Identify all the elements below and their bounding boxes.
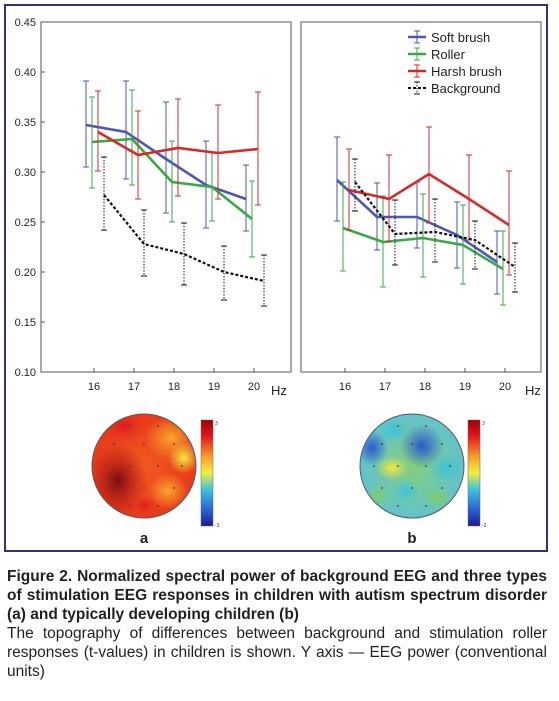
topomap-b-electrode-dots <box>373 425 451 507</box>
colorbar-b-top-label: 3 <box>482 421 485 427</box>
panel-b-x-axis: 16 17 18 19 20 <box>339 368 511 393</box>
panel-b-plot-area <box>300 21 542 373</box>
series-line <box>103 194 265 283</box>
panel-b-x-tick-label: 17 <box>379 381 391 393</box>
panel-a-x-axis: 16 17 18 19 20 <box>88 368 260 393</box>
legend-item: Background <box>408 81 500 96</box>
legend-label: Soft brush <box>431 30 490 45</box>
panel-a-y-axis: 0.45 0.40 0.35 0.30 0.25 0.20 0.15 0.10 <box>15 17 45 379</box>
panel-a-y-tick-label: 0.25 <box>15 217 36 229</box>
topomap-b <box>359 413 465 519</box>
topomap-b-label: b <box>407 530 416 547</box>
panel-b-series-soft-brush <box>334 136 500 295</box>
figure-frame: 0.45 0.40 0.35 0.30 0.25 0.20 0.15 0.10 16 17 18 1… <box>4 4 548 552</box>
colorbar-b <box>467 419 481 527</box>
legend-label: Background <box>431 81 500 96</box>
colorbar-a <box>200 419 214 527</box>
series-line <box>85 123 247 201</box>
panel-a-y-tick-label: 0.35 <box>15 117 36 129</box>
legend-item: Roller <box>408 47 466 62</box>
panel-b-series-harsh-brush <box>346 126 512 276</box>
panel-a-series-soft-brush <box>83 80 249 232</box>
panel-a-y-tick-label: 0.45 <box>15 17 36 29</box>
panel-b-x-tick-label: 19 <box>459 381 471 393</box>
legend-label: Roller <box>431 47 466 62</box>
panel-a-plot-area <box>40 21 292 373</box>
legend-item: Soft brush <box>408 30 490 45</box>
series-line <box>91 137 253 221</box>
panel-b-x-axis-label: Hz <box>525 383 541 398</box>
legend-item: Harsh brush <box>408 64 502 79</box>
topomap-a <box>91 413 197 519</box>
panel-a-y-tick-label: 0.40 <box>15 67 36 79</box>
panel-a-x-tick-label: 18 <box>168 381 180 393</box>
panel-b-series <box>334 126 518 306</box>
caption-title: Figure 2. Normalized spectral power of b… <box>7 568 547 623</box>
legend-label: Harsh brush <box>431 64 502 79</box>
panel-b-series-background <box>352 158 518 293</box>
caption-body: The topography of differences between ba… <box>7 625 547 680</box>
topomap-a-electrode-dots <box>105 425 183 507</box>
panel-a-series-roller <box>89 89 255 258</box>
panel-b-series-roller <box>340 181 506 306</box>
panel-a-y-tick-label: 0.20 <box>15 267 36 279</box>
figure-caption: Figure 2. Normalized spectral power of b… <box>7 567 547 681</box>
panel-a-series-background <box>101 156 267 307</box>
panel-a-y-tick-label: 0.10 <box>15 367 36 379</box>
panel-b-x-tick-label: 20 <box>499 381 511 393</box>
legend: Soft brush Roller Harsh brush Background <box>408 30 502 96</box>
topomap-a-label: a <box>140 530 149 547</box>
figure-canvas: 0.450.400.350.300.250.200.150.10 16 17 18 1… <box>15 17 542 547</box>
panel-a-x-axis-label: Hz <box>271 383 287 398</box>
series-line <box>354 181 516 268</box>
series-line <box>348 172 510 227</box>
series-line <box>97 130 259 157</box>
series-line <box>336 179 498 264</box>
colorbar-b-bottom-label: -3 <box>482 523 487 529</box>
panel-a-x-tick-label: 17 <box>128 381 140 393</box>
panel-a-x-tick-label: 16 <box>88 381 100 393</box>
series-line <box>342 226 504 271</box>
panel-a-series-harsh-brush <box>95 90 261 206</box>
panel-b-x-tick-label: 16 <box>339 381 351 393</box>
panel-b-x-tick-label: 18 <box>419 381 431 393</box>
panel-a-y-tick-label: 0.15 <box>15 317 36 329</box>
panel-a-y-tick-label: 0.30 <box>15 167 36 179</box>
panel-a-x-tick-label: 19 <box>208 381 220 393</box>
panel-a-series <box>83 80 267 307</box>
panel-a-x-tick-label: 20 <box>248 381 260 393</box>
colorbar-a-top-label: 3 <box>215 421 218 427</box>
colorbar-a-bottom-label: -3 <box>215 523 220 529</box>
